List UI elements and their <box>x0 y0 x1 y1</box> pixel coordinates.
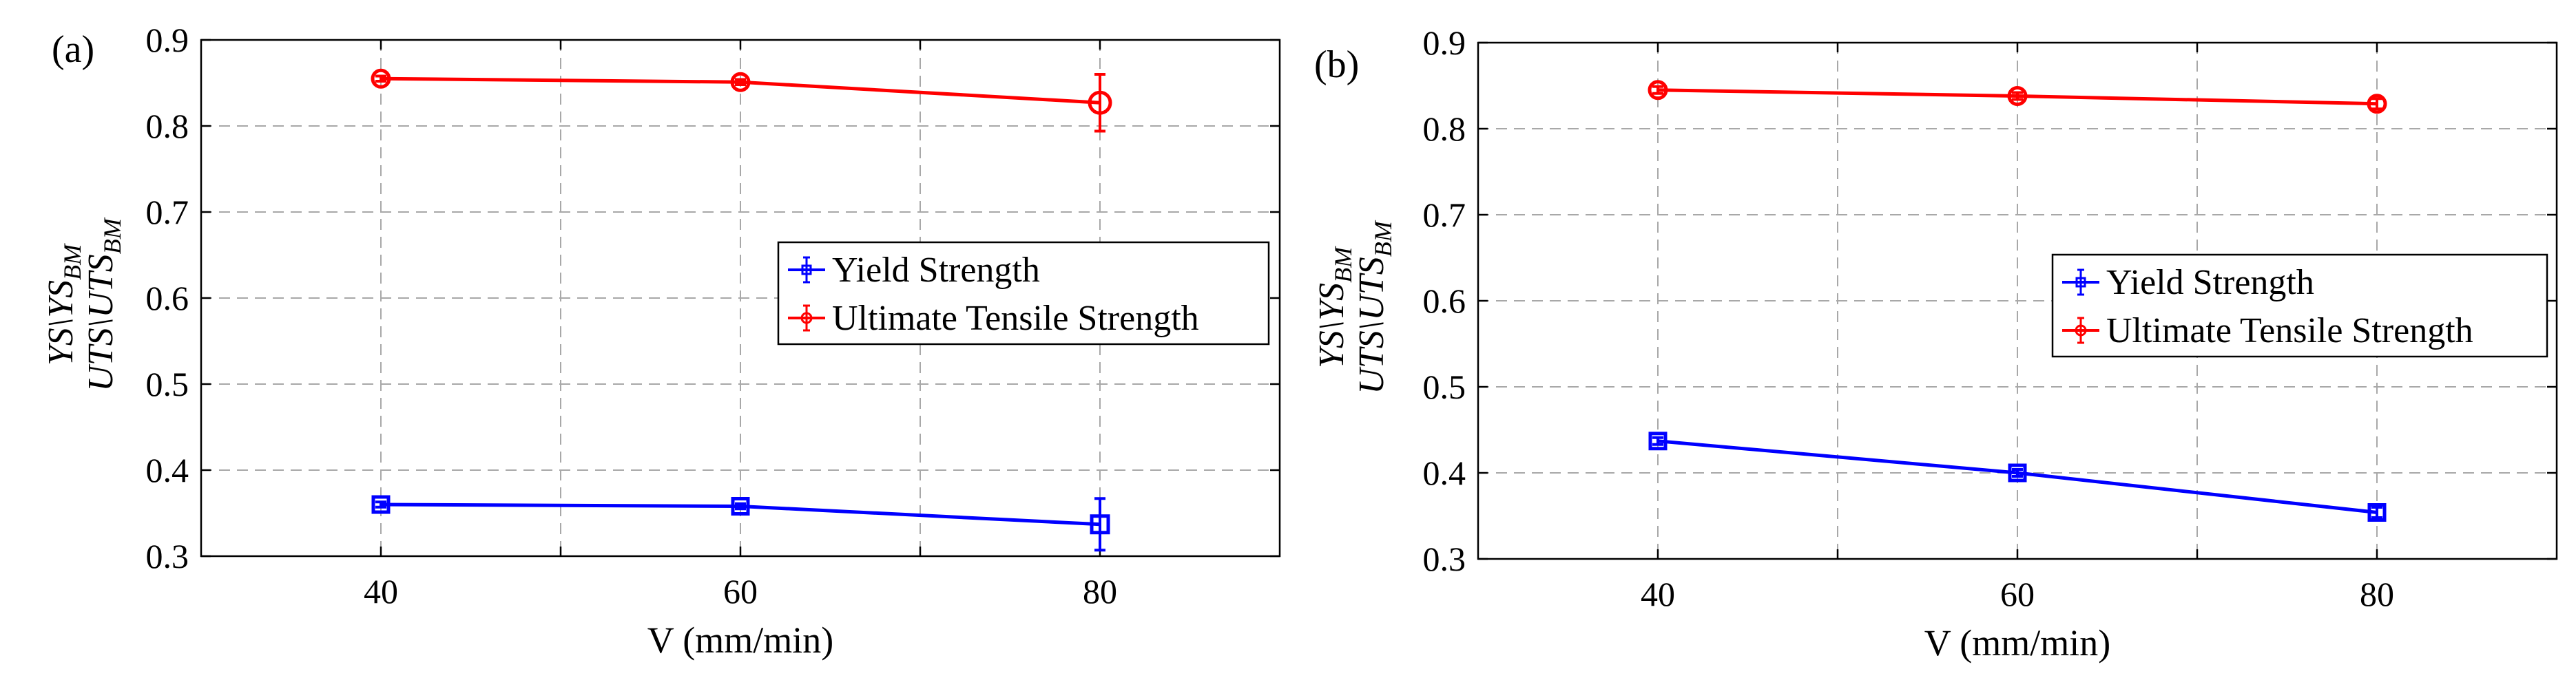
y-tick-label: 0.5 <box>146 365 189 403</box>
y-tick-label: 0.4 <box>146 451 189 489</box>
data-point-circle <box>2367 94 2387 114</box>
panel-label: (a) <box>52 28 94 71</box>
legend-label: Yield Strength <box>832 251 1040 290</box>
data-point-square <box>1090 514 1110 535</box>
y-tick-label: 0.9 <box>146 21 189 59</box>
data-point-square <box>2008 463 2027 483</box>
y-axis-label-subscript: BM <box>98 217 126 254</box>
y-axis-label-line-2: UTS\UTSBM <box>1352 220 1397 394</box>
data-point-square <box>2367 503 2387 522</box>
y-tick-label: 0.9 <box>1423 23 1466 62</box>
x-axis-label: V (mm/min) <box>1924 622 2111 664</box>
legend-box <box>777 241 1270 346</box>
y-axis-label-line-2: UTS\UTSBM <box>81 217 126 391</box>
series-yield-strength <box>1648 432 2387 522</box>
y-axis-label-main: UTS\UTS <box>81 254 121 391</box>
y-axis-label-subscript: BM <box>1369 220 1397 257</box>
y-tick-label: 0.3 <box>1423 540 1466 578</box>
legend: Yield Strength Ultimate Tensile Strength <box>2051 253 2548 358</box>
legend-item: Yield Strength <box>2062 263 2314 302</box>
x-tick-label: 40 <box>364 572 398 611</box>
legend-label: Ultimate Tensile Strength <box>832 299 1199 338</box>
y-axis-label-subscript: BM <box>59 243 86 280</box>
y-tick-label: 0.8 <box>146 107 189 145</box>
x-tick-label: 60 <box>723 572 758 611</box>
legend-marker-circle <box>2075 324 2087 337</box>
data-point-square <box>731 497 750 516</box>
legend-item: Yield Strength <box>788 251 1040 290</box>
y-axis-label-main: YS\YS <box>41 280 81 366</box>
y-tick-label: 0.5 <box>1423 368 1466 406</box>
y-tick-label: 0.6 <box>146 279 189 317</box>
x-tick-label: 40 <box>1641 575 1675 613</box>
legend-label: Yield Strength <box>2106 263 2314 302</box>
series-ultimate-tensile-strength <box>1648 80 2387 114</box>
data-point-square <box>371 495 391 514</box>
data-point-circle <box>2007 86 2028 106</box>
data-point-square <box>1648 432 1668 451</box>
legend-box <box>2051 253 2548 358</box>
legend-marker-circle <box>800 312 813 324</box>
series-ultimate-tensile-strength <box>371 68 1112 133</box>
x-tick-label: 80 <box>2360 575 2394 613</box>
x-tick-label: 80 <box>1083 572 1117 611</box>
y-axis-label-main: YS\YS <box>1312 283 1351 368</box>
y-tick-label: 0.8 <box>1423 109 1466 148</box>
y-tick-label: 0.7 <box>1423 195 1466 234</box>
x-axis-label: V (mm/min) <box>647 619 834 661</box>
y-axis-label-subscript: BM <box>1329 246 1357 283</box>
y-axis-label-line-1: YS\YSBM <box>1312 246 1357 368</box>
legend-marker-square <box>2075 277 2086 288</box>
y-tick-label: 0.6 <box>1423 282 1466 320</box>
legend-item: Ultimate Tensile Strength <box>788 299 1199 338</box>
legend-item: Ultimate Tensile Strength <box>2062 311 2473 350</box>
series-yield-strength <box>371 495 1110 552</box>
y-tick-label: 0.4 <box>1423 454 1466 492</box>
data-point-circle <box>1648 80 1668 100</box>
y-axis-label-line-1: YS\YSBM <box>41 243 86 366</box>
y-axis-label-main: UTS\UTS <box>1352 257 1391 394</box>
y-tick-label: 0.3 <box>146 537 189 575</box>
chart-panel-b: 40 60 80 0.3 0.4 0.5 0.6 0.7 0.8 0.9 V (mm/min) YS\… <box>1312 23 2558 664</box>
data-point-circle <box>1088 90 1112 115</box>
panel-label: (b) <box>1314 43 1359 86</box>
x-tick-label: 60 <box>2000 575 2035 613</box>
chart-panel-a: 40 60 80 0.3 0.4 0.5 0.6 0.7 0.8 0.9 V (mm/min) YS\… <box>41 21 1281 661</box>
data-point-circle <box>730 72 751 92</box>
legend-marker-square <box>801 264 812 275</box>
data-point-circle <box>371 68 391 89</box>
legend-label: Ultimate Tensile Strength <box>2106 311 2473 350</box>
legend: Yield Strength Ultimate Tensile Strength <box>777 241 1270 346</box>
y-tick-label: 0.7 <box>146 193 189 231</box>
